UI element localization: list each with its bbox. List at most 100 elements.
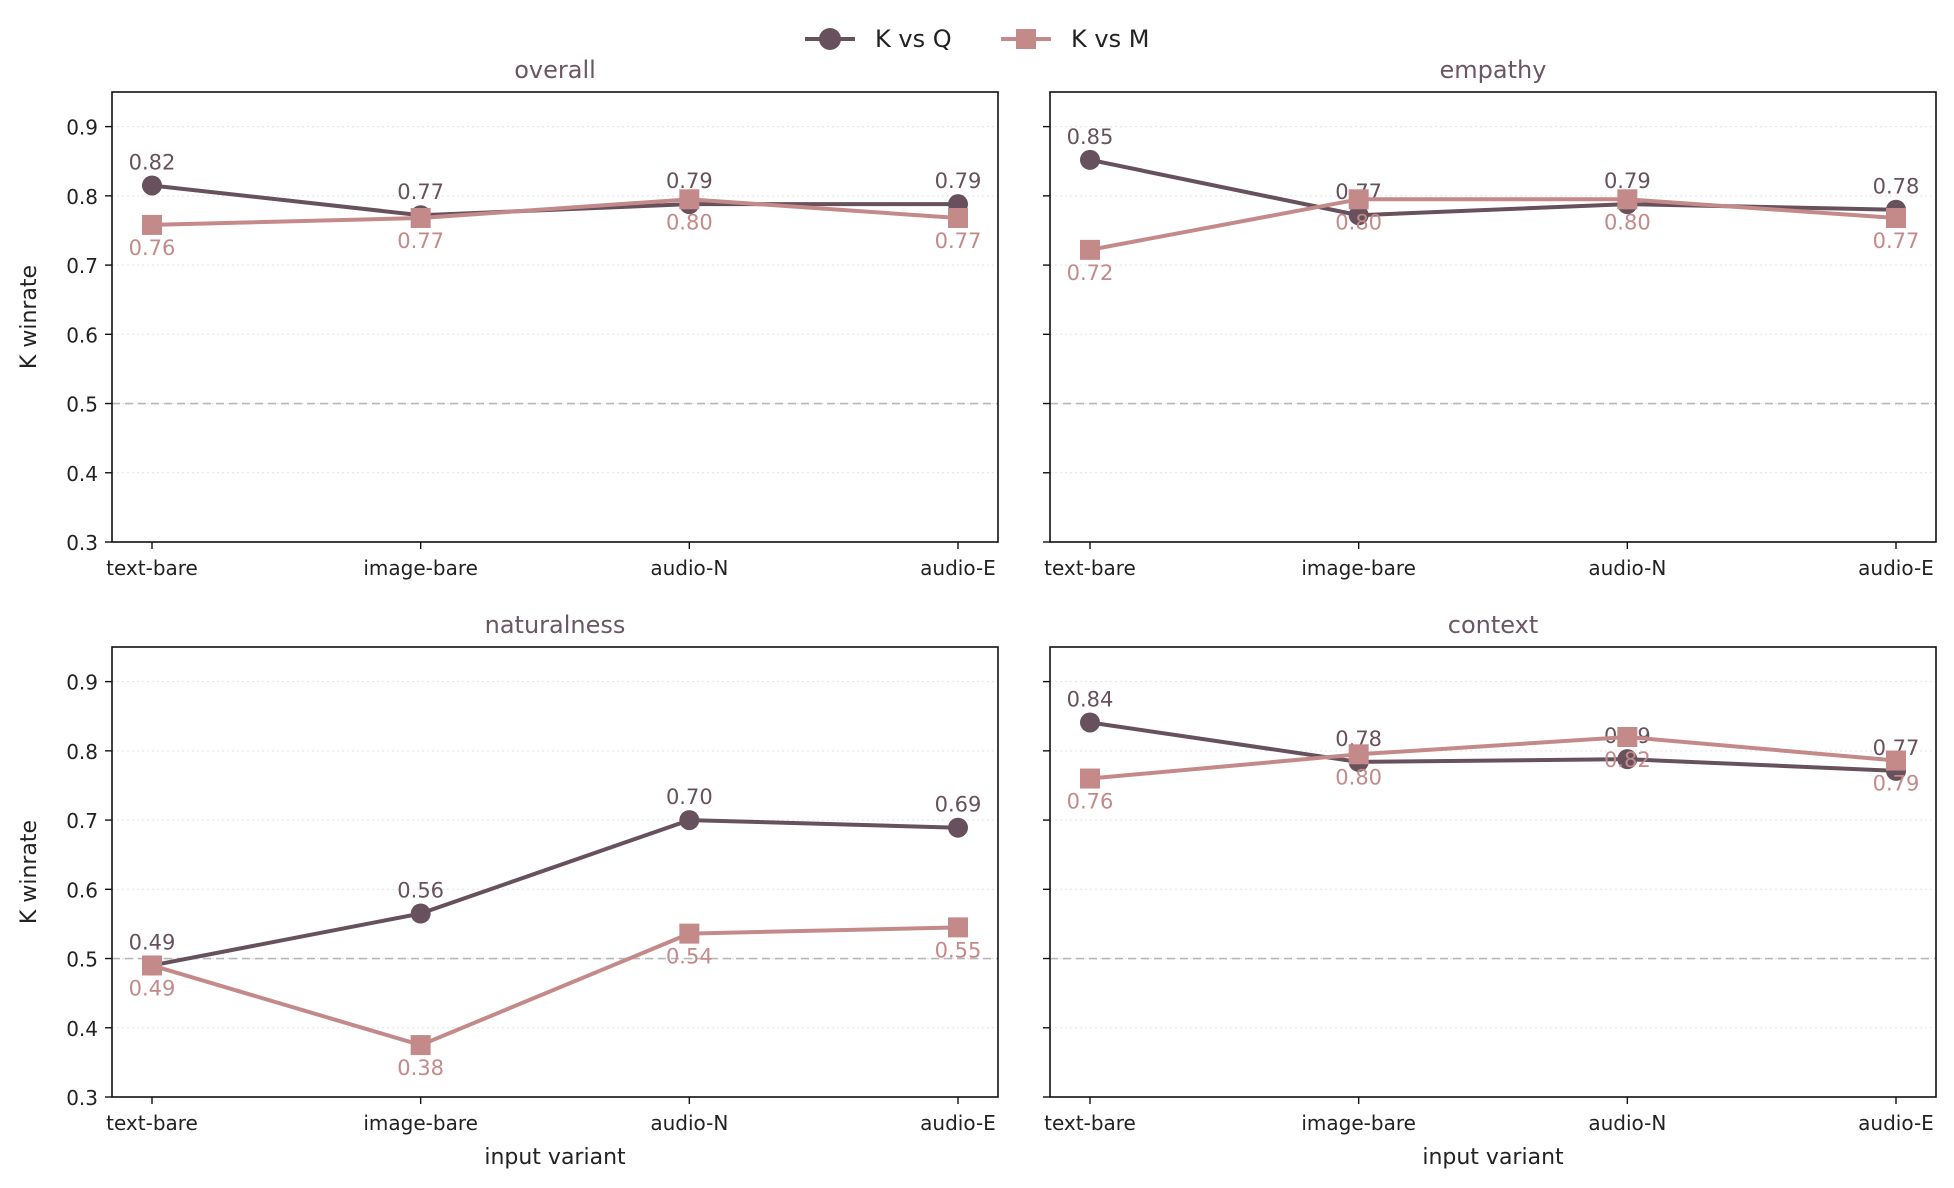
series-line <box>151 197 959 227</box>
data-point <box>142 214 162 235</box>
data-point <box>948 917 968 938</box>
series-line <box>1089 197 1897 252</box>
series-k-vs-m: 0.76 0.77 0.80 0.77 <box>129 189 982 260</box>
series-line <box>1089 720 1897 773</box>
legend-label: K vs M <box>1071 25 1149 53</box>
series-k-vs-q: 0.82 0.77 0.79 0.79 <box>129 150 982 226</box>
series-line <box>1089 157 1897 218</box>
series-k-vs-q: 0.840.780.790.77 <box>1067 687 1919 781</box>
data-point <box>142 175 162 196</box>
data-point <box>1886 750 1906 771</box>
panel-title: overall <box>514 56 596 84</box>
data-point <box>679 810 700 831</box>
data-label: 0.69 <box>935 793 982 817</box>
data-point <box>1080 149 1100 170</box>
x-tick-label: audio-E <box>1858 556 1934 580</box>
legend-label: K vs Q <box>875 25 952 53</box>
data-point <box>1617 749 1638 770</box>
data-label: 0.79 <box>1873 772 1920 796</box>
data-label: 0.78 <box>1873 175 1920 199</box>
data-label: 0.54 <box>666 945 713 969</box>
legend-entry: K vs Q <box>805 25 952 53</box>
data-point <box>1080 239 1100 260</box>
series-line <box>151 925 959 1048</box>
data-label: 0.84 <box>1067 687 1114 711</box>
y-tick-label: 0.8 <box>66 185 98 209</box>
data-label: 0.77 <box>397 229 444 253</box>
data-label: 0.82 <box>129 150 176 174</box>
data-label: 0.85 <box>1067 125 1114 149</box>
series-line <box>151 818 959 968</box>
data-label: 0.77 <box>935 229 982 253</box>
legend-entry: K vs M <box>1001 25 1149 53</box>
x-tick-label: text-bare <box>1044 556 1136 580</box>
y-tick-label: 0.9 <box>66 116 98 140</box>
chart-panels: overall 0.3 0.4 0.5 0.6 0.7 0.8 0.9 text-bare ima… <box>17 56 1937 1170</box>
data-label: 0.79 <box>1604 169 1651 193</box>
x-tick-label: image-bare <box>1301 556 1416 580</box>
legend-circle-marker <box>819 28 841 50</box>
data-label: 0.55 <box>935 938 982 962</box>
data-label: 0.79 <box>935 169 982 193</box>
data-point <box>142 955 162 976</box>
series-line <box>1089 735 1897 781</box>
data-label: 0.76 <box>1067 790 1114 814</box>
x-tick-label: audio-N <box>650 1111 728 1135</box>
y-tick-label: 0.5 <box>66 393 98 417</box>
x-tick-label: audio-E <box>1858 1111 1934 1135</box>
data-label: 0.80 <box>1604 210 1651 234</box>
x-tick-label: text-bare <box>1044 1111 1136 1135</box>
y-tick-label: 0.4 <box>66 462 98 486</box>
panel-naturalness: naturalness 0.3 0.4 0.5 0.6 0.7 0.8 0.9 text-bar… <box>17 611 999 1170</box>
y-tick-label: 0.3 <box>66 531 98 555</box>
x-tick-label: audio-N <box>1588 1111 1666 1135</box>
y-tick-label: 0.3 <box>66 1086 98 1110</box>
series-k-vs-m: 0.49 0.38 0.54 0.55 <box>129 917 982 1080</box>
x-tick-label: image-bare <box>363 556 478 580</box>
data-point <box>410 903 431 924</box>
y-tick-label: 0.4 <box>66 1017 98 1041</box>
x-axis-label: input variant <box>1422 1145 1564 1170</box>
data-label: 0.79 <box>666 169 713 193</box>
data-label: 0.80 <box>666 210 713 234</box>
series-k-vs-q: 0.49 0.56 0.70 0.69 <box>129 785 982 976</box>
data-point <box>1348 744 1369 765</box>
data-point <box>1348 205 1369 226</box>
data-label: 0.76 <box>129 236 176 260</box>
y-tick-label: 0.6 <box>66 323 98 347</box>
y-axis-label: K winrate <box>17 820 42 924</box>
y-tick-label: 0.9 <box>66 671 98 695</box>
data-point <box>948 208 968 228</box>
data-label: 0.56 <box>397 879 444 903</box>
data-label: 0.38 <box>397 1056 444 1080</box>
data-label: 0.70 <box>666 785 713 809</box>
y-tick-label: 0.6 <box>66 878 98 902</box>
x-tick-label: audio-E <box>920 1111 996 1135</box>
y-tick-label: 0.7 <box>66 809 98 833</box>
data-label: 0.80 <box>1335 765 1382 789</box>
legend-square-marker <box>1016 29 1036 49</box>
panel-frame <box>1049 91 1937 543</box>
x-tick-label: image-bare <box>1301 1111 1416 1135</box>
panel-frame <box>1049 646 1937 1098</box>
panel-title: naturalness <box>485 611 626 639</box>
y-axis-label: K winrate <box>17 265 42 369</box>
data-point <box>1080 712 1100 733</box>
data-label: 0.49 <box>129 976 176 1000</box>
panel-overall: overall 0.3 0.4 0.5 0.6 0.7 0.8 0.9 text-bare ima… <box>17 56 999 580</box>
data-label: 0.77 <box>397 180 444 204</box>
x-tick-label: image-bare <box>363 1111 478 1135</box>
data-point <box>679 189 700 210</box>
x-tick-label: audio-E <box>920 556 996 580</box>
y-tick-label: 0.5 <box>66 948 98 972</box>
x-axis-label: input variant <box>484 1145 626 1170</box>
x-tick-label: text-bare <box>106 1111 198 1135</box>
data-point <box>1617 189 1638 210</box>
data-point <box>1617 727 1638 747</box>
x-tick-label: text-bare <box>106 556 198 580</box>
panel-frame <box>111 646 999 1098</box>
data-point <box>1886 208 1906 228</box>
panel-title: context <box>1448 611 1538 639</box>
data-label: 0.82 <box>1604 748 1651 772</box>
